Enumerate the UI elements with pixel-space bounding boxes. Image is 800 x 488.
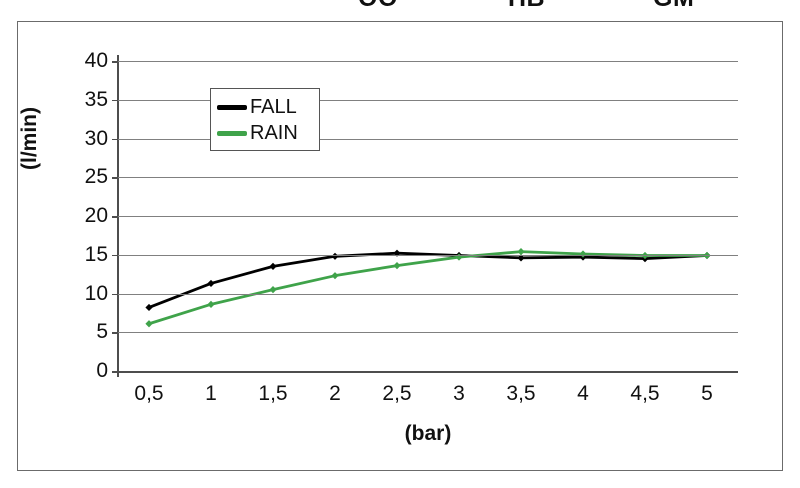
cutoff-header-remnants: OO HB GM (0, 0, 800, 14)
x-tick-label-7: 4 (577, 382, 589, 405)
y-tick-5 (112, 332, 118, 334)
x-tick-label-3: 2 (329, 382, 341, 405)
data-point-rain-1 (207, 300, 215, 308)
x-axis-title: (bar) (404, 422, 452, 445)
gridline-y-40 (118, 61, 738, 62)
x-tick-label-0: 0,5 (134, 382, 164, 405)
y-tick-label-30: 30 (84, 126, 108, 150)
legend-item-fall[interactable]: FALL (217, 94, 319, 120)
data-point-rain-0 (145, 320, 153, 328)
legend-item-rain[interactable]: RAIN (217, 120, 319, 146)
x-tick-label-4: 2,5 (382, 382, 412, 405)
gridline-y-25 (118, 177, 738, 179)
y-axis-title: (l/min) (18, 107, 41, 170)
y-tick-label-0: 0 (96, 359, 108, 382)
x-tick-label-5: 3 (453, 382, 465, 405)
y-tick-30 (112, 138, 118, 140)
gridline-y-35 (118, 99, 738, 101)
y-tick-label-25: 25 (84, 165, 108, 189)
series-line-rain (147, 250, 709, 326)
y-tick-15 (112, 254, 118, 257)
y-tick-40 (112, 61, 118, 63)
x-tick-label-1: 1 (205, 382, 217, 405)
legend-label-rain: RAIN (250, 122, 298, 144)
data-point-rain-4 (393, 262, 401, 270)
chart-legend: FALL RAIN (210, 88, 320, 151)
data-point-rain-3 (331, 272, 339, 280)
data-point-fall-0 (145, 303, 153, 312)
y-tick-label-5: 5 (96, 320, 108, 344)
gridline-y-15 (118, 254, 738, 256)
series-line-fall (147, 251, 709, 309)
x-tick-label-2: 1,5 (258, 382, 288, 405)
y-tick-10 (112, 293, 118, 295)
y-tick-20 (112, 216, 118, 218)
x-tick-label-8: 4,5 (630, 382, 660, 405)
legend-label-fall: FALL (250, 96, 297, 118)
y-tick-35 (112, 99, 118, 102)
data-point-fall-2 (269, 262, 277, 270)
gridline-y-0 (118, 371, 738, 373)
y-tick-label-20: 20 (84, 204, 108, 227)
data-point-fall-1 (207, 279, 215, 288)
data-point-fall-3 (331, 252, 339, 260)
y-tick-label-10: 10 (84, 281, 108, 305)
gridline-y-10 (118, 293, 738, 295)
y-tick-25 (112, 177, 118, 179)
x-tick-label-9: 5 (701, 382, 713, 405)
y-axis-tick-labels: 0 5 10 15 20 25 30 35 40 (62, 50, 108, 381)
gridline-y-5 (118, 332, 738, 334)
header-fragment-1: OO (358, 0, 398, 13)
data-point-rain-2 (269, 286, 277, 294)
legend-swatch-rain (217, 130, 247, 136)
header-fragment-2: HB (508, 0, 545, 13)
y-tick-label-15: 15 (84, 242, 108, 266)
gridline-y-30 (118, 138, 738, 140)
y-tick-label-35: 35 (84, 87, 108, 111)
data-point-rain-6 (517, 248, 525, 256)
data-point-rain-7 (579, 250, 587, 258)
x-tick-label-6: 3,5 (506, 382, 536, 405)
legend-swatch-fall (217, 104, 247, 110)
header-fragment-3: GM (653, 0, 694, 13)
x-axis-tick-labels: 0,5 1 1,5 2 2,5 3 3,5 4 4,5 5 (118, 383, 738, 413)
y-tick-0 (112, 371, 118, 373)
gridline-y-20 (118, 216, 738, 217)
y-tick-label-40: 40 (84, 49, 108, 72)
